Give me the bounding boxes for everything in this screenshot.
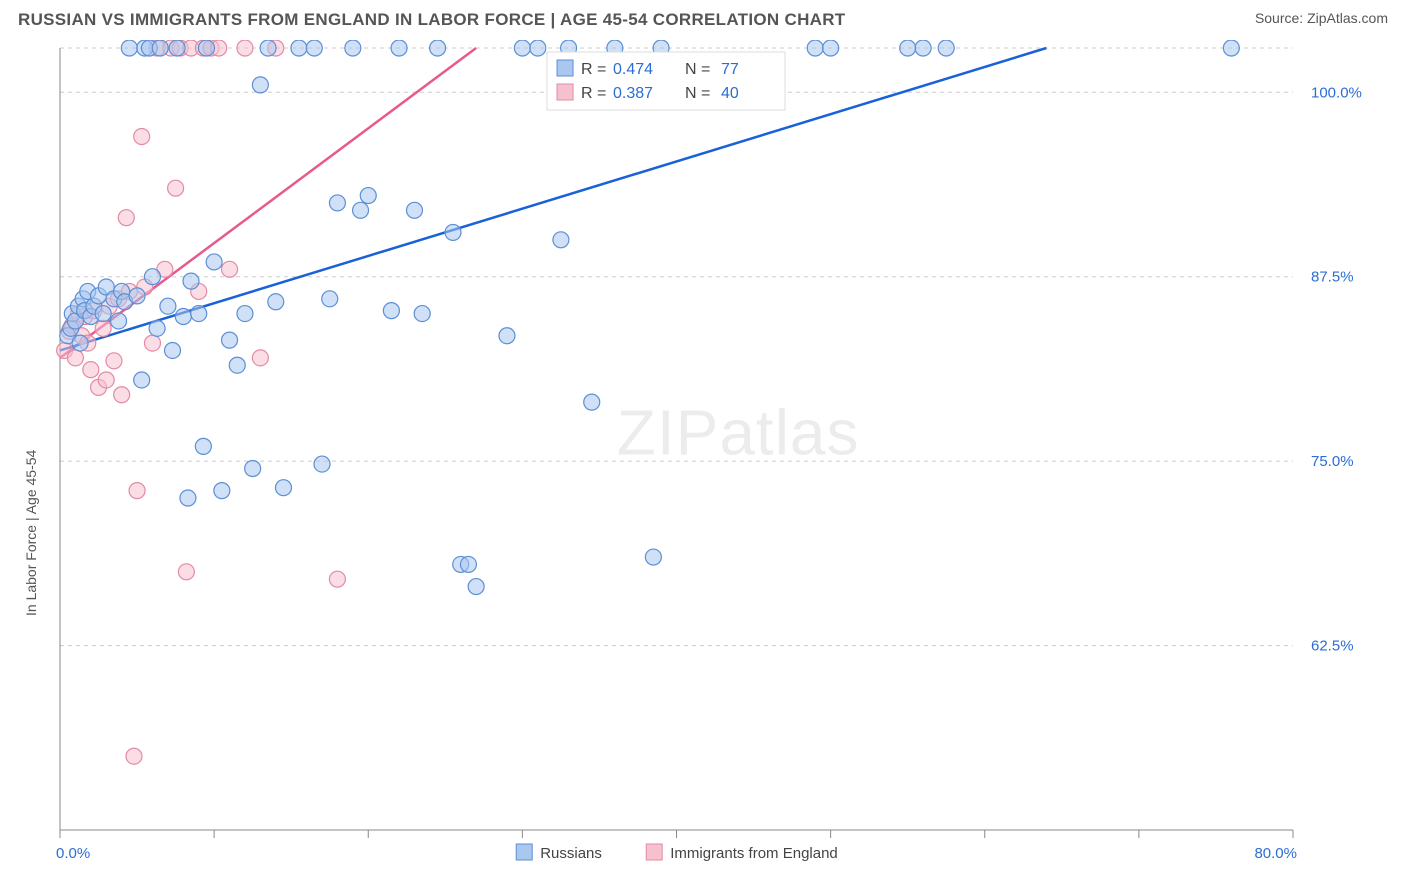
data-point — [118, 210, 134, 226]
data-point — [198, 40, 214, 56]
data-point — [222, 332, 238, 348]
data-point — [807, 40, 823, 56]
data-point — [134, 129, 150, 145]
data-point — [322, 291, 338, 307]
data-point — [329, 571, 345, 587]
data-point — [252, 350, 268, 366]
data-point — [499, 328, 515, 344]
chart-area: 62.5% 75.0% 87.5% 100.0% 0.0% 80.0% In Labor F… — [18, 40, 1388, 882]
data-point — [252, 77, 268, 93]
data-point — [129, 288, 145, 304]
data-point — [353, 202, 369, 218]
data-point — [514, 40, 530, 56]
data-point — [530, 40, 546, 56]
data-point — [414, 306, 430, 322]
data-point — [584, 394, 600, 410]
data-point — [915, 40, 931, 56]
data-point — [67, 350, 83, 366]
y-tick-label: 100.0% — [1311, 84, 1362, 101]
data-point — [900, 40, 916, 56]
source-label: Source: ZipAtlas.com — [1255, 10, 1388, 26]
data-point — [237, 40, 253, 56]
y-tick-label: 75.0% — [1311, 453, 1354, 470]
x-min-label: 0.0% — [56, 845, 90, 862]
data-point — [938, 40, 954, 56]
data-point — [126, 748, 142, 764]
data-point — [169, 40, 185, 56]
data-point — [144, 269, 160, 285]
data-point — [460, 556, 476, 572]
data-point — [175, 309, 191, 325]
data-point — [168, 180, 184, 196]
stat-n-label: N = — [685, 61, 710, 78]
data-point — [237, 306, 253, 322]
data-point — [445, 224, 461, 240]
data-point — [72, 335, 88, 351]
data-point — [129, 483, 145, 499]
data-point — [222, 261, 238, 277]
data-point — [183, 273, 199, 289]
data-point — [178, 564, 194, 580]
data-point — [345, 40, 361, 56]
watermark: ZIPatlas — [617, 397, 860, 469]
data-point — [191, 306, 207, 322]
data-point — [645, 549, 661, 565]
stat-r-label: R = — [581, 85, 606, 102]
data-point — [430, 40, 446, 56]
scatter-chart: 62.5% 75.0% 87.5% 100.0% 0.0% 80.0% In Labor F… — [18, 40, 1388, 882]
legend-label-s2: Immigrants from England — [670, 845, 838, 862]
data-point — [144, 335, 160, 351]
data-point — [106, 353, 122, 369]
stat-r-value: 0.387 — [613, 85, 653, 102]
stat-r-value: 0.474 — [613, 61, 653, 78]
data-point — [383, 303, 399, 319]
stat-n-value: 77 — [721, 61, 739, 78]
legend-swatch-s2-bottom — [646, 844, 662, 860]
data-point — [121, 40, 137, 56]
data-point — [260, 40, 276, 56]
data-point — [245, 461, 261, 477]
data-point — [134, 372, 150, 388]
data-point — [206, 254, 222, 270]
data-point — [1223, 40, 1239, 56]
data-point — [95, 320, 111, 336]
data-point — [195, 438, 211, 454]
data-point — [152, 40, 168, 56]
data-point — [160, 298, 176, 314]
data-point — [149, 320, 165, 336]
data-point — [275, 480, 291, 496]
data-point — [214, 483, 230, 499]
chart-title: RUSSIAN VS IMMIGRANTS FROM ENGLAND IN LA… — [18, 10, 845, 30]
data-point — [165, 342, 181, 358]
legend-label-s1: Russians — [540, 845, 602, 862]
stat-r-label: R = — [581, 61, 606, 78]
data-point — [360, 188, 376, 204]
data-point — [553, 232, 569, 248]
data-point — [314, 456, 330, 472]
stat-n-value: 40 — [721, 85, 739, 102]
data-point — [823, 40, 839, 56]
data-point — [406, 202, 422, 218]
data-point — [111, 313, 127, 329]
x-max-label: 80.0% — [1254, 845, 1297, 862]
data-point — [95, 306, 111, 322]
y-axis-label: In Labor Force | Age 45-54 — [23, 449, 39, 616]
y-tick-label: 87.5% — [1311, 269, 1354, 286]
data-point — [268, 294, 284, 310]
data-point — [306, 40, 322, 56]
data-point — [83, 362, 99, 378]
data-point — [98, 372, 114, 388]
data-point — [229, 357, 245, 373]
legend-swatch-s1-bottom — [516, 844, 532, 860]
data-point — [114, 387, 130, 403]
legend-swatch-s2 — [557, 84, 573, 100]
legend-swatch-s1 — [557, 60, 573, 76]
data-point — [329, 195, 345, 211]
stat-n-label: N = — [685, 85, 710, 102]
data-point — [391, 40, 407, 56]
data-point — [291, 40, 307, 56]
y-tick-label: 62.5% — [1311, 638, 1354, 655]
data-point — [180, 490, 196, 506]
data-point — [468, 579, 484, 595]
